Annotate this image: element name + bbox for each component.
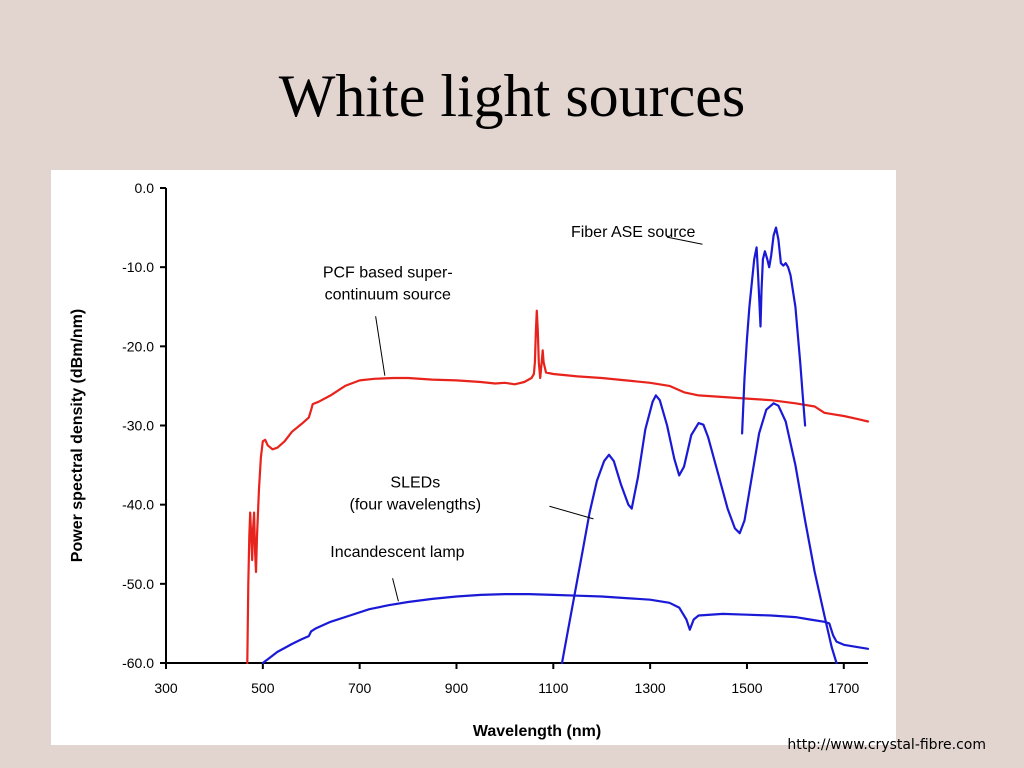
x-tick-label: 300 <box>154 680 178 696</box>
sled-series-line <box>560 394 838 665</box>
x-tick-label: 1300 <box>635 680 666 696</box>
x-tick-label: 1500 <box>731 680 762 696</box>
y-tick-label: -50.0 <box>122 576 154 592</box>
incandescent-lamp-series-line <box>261 593 870 665</box>
sled-annotation-text: SLEDs <box>390 474 440 491</box>
y-axis-label: Power spectral density (dBm/nm) <box>69 309 86 562</box>
fiber-ase-series-line <box>740 226 807 435</box>
incandescent-annotation-text: Incandescent lamp <box>330 544 464 561</box>
slide-title: White light sources <box>278 63 746 129</box>
x-tick-label: 500 <box>251 680 275 696</box>
x-axis-label: Wavelength (nm) <box>473 723 601 740</box>
chart-panel: 0.0 -10.0 -20.0 -30.0 -40.0 -50.0 -60.0 300 500 7… <box>51 170 896 745</box>
sled-annotation-pointer <box>549 505 594 520</box>
fiber-ase-annotation-pointer <box>666 236 703 245</box>
incandescent-annotation-pointer <box>392 578 399 602</box>
x-tick-label: 1700 <box>828 680 859 696</box>
y-tick-label: -40.0 <box>122 497 154 513</box>
sled-annotation-text: (four wavelengths) <box>350 496 482 513</box>
y-tick-label: -10.0 <box>122 259 154 275</box>
y-tick-label: -30.0 <box>122 418 154 434</box>
y-tick-label: -20.0 <box>122 338 154 354</box>
y-tick-label: 0.0 <box>135 180 155 196</box>
y-tick-label: -60.0 <box>122 655 154 671</box>
supercontinuum-annotation-text: continuum source <box>325 286 451 303</box>
x-tick-label: 700 <box>348 680 372 696</box>
supercontinuum-series-line <box>246 309 870 665</box>
x-tick-label: 900 <box>445 680 469 696</box>
source-url[interactable]: http://www.crystal-fibre.com <box>787 737 986 753</box>
supercontinuum-annotation-text: PCF based super- <box>323 264 453 281</box>
fiber-ase-annotation-text: Fiber ASE source <box>571 224 696 241</box>
supercontinuum-annotation-pointer <box>375 316 386 376</box>
x-tick-label: 1100 <box>538 680 568 696</box>
